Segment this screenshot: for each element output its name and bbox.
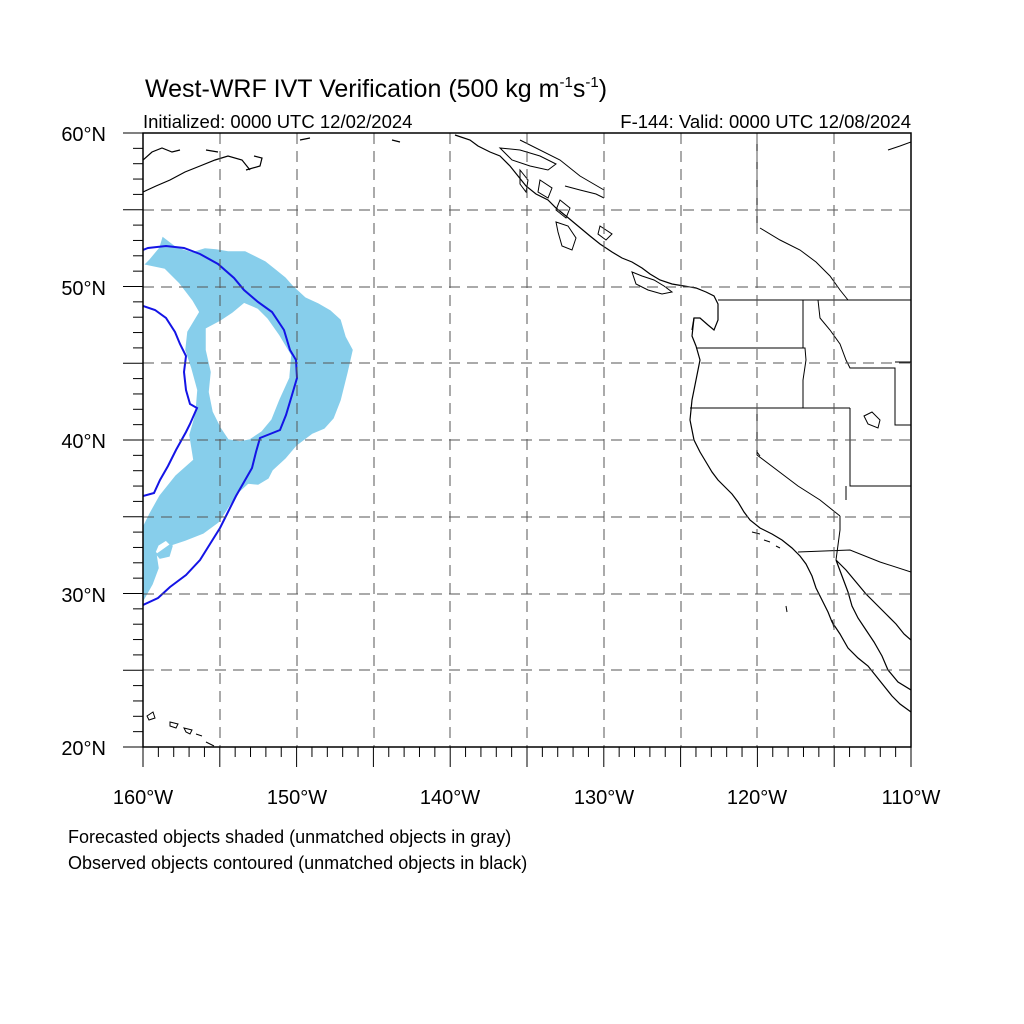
lat-label-60n: 60°N: [61, 124, 106, 146]
valid-label: F-144: Valid: 0000 UTC 12/08/2024: [620, 111, 911, 132]
map-title: West-WRF IVT Verification (500 kg m-1s-1…: [145, 74, 607, 103]
lon-label-120w: 120°W: [727, 787, 787, 809]
lon-label-130w: 130°W: [574, 787, 634, 809]
initialized-label: Initialized: 0000 UTC 12/02/2024: [143, 111, 412, 132]
coastline-gulf-of-california: [835, 559, 911, 691]
lon-label-110w: 110°W: [882, 787, 941, 809]
coastline-us-west: [689, 317, 911, 713]
footnote-observed: Observed objects contoured (unmatched ob…: [68, 853, 527, 873]
observed-ivt-contour: [143, 244, 299, 606]
lat-label-20n: 20°N: [61, 738, 106, 760]
footnote-forecast: Forecasted objects shaded (unmatched obj…: [68, 827, 511, 847]
islands-channel: [751, 531, 835, 629]
coastline-alaska: [143, 137, 401, 193]
coastline-bc-islands: [498, 147, 674, 295]
lat-label-50n: 50°N: [61, 278, 106, 300]
observed-ivt-contour-west: [143, 305, 199, 497]
coastline-bc: [454, 134, 719, 331]
coastline-alaska-panhandle: [519, 139, 911, 301]
lon-label-140w: 140°W: [420, 787, 480, 809]
lon-label-160w: 160°W: [113, 787, 173, 809]
lon-label-150w: 150°W: [267, 787, 327, 809]
boundary-states: [690, 299, 911, 573]
lake-tahoe-salt-lake: [756, 411, 881, 457]
grid-lines: [143, 133, 911, 747]
lat-label-40n: 40°N: [61, 431, 106, 453]
axis-ticks: [123, 132, 912, 767]
lat-label-30n: 30°N: [61, 585, 106, 607]
islands-hawaii: [146, 711, 215, 747]
